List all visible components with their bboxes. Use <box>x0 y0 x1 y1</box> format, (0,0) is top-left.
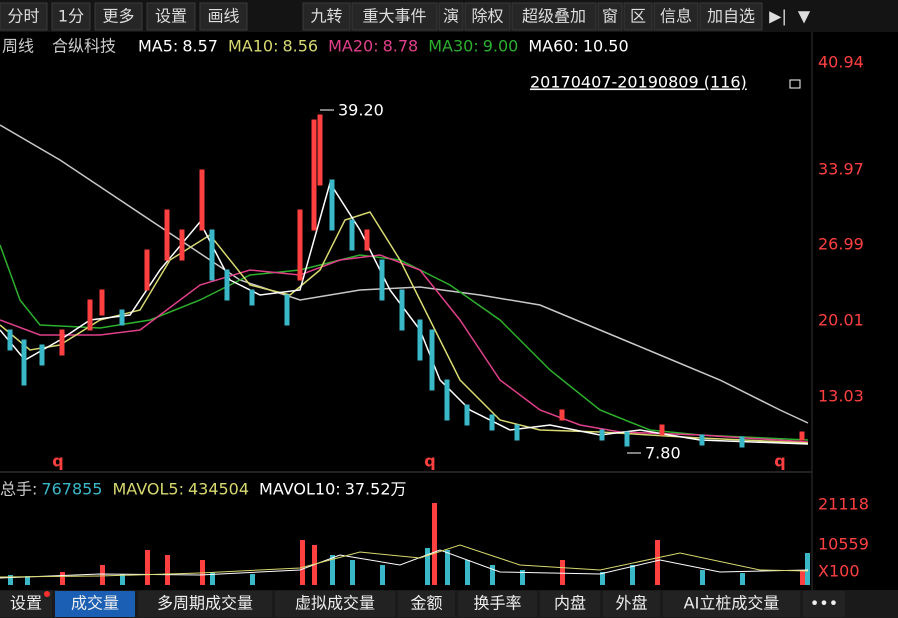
toolbar-button[interactable] <box>146 2 196 31</box>
toolbar-label: 画线 <box>207 7 239 26</box>
tab-label: ••• <box>810 594 838 613</box>
price-tick: 13.03 <box>818 387 864 406</box>
vol-label: 总手: <box>0 480 37 499</box>
lock-icon[interactable] <box>789 79 801 89</box>
tab[interactable] <box>803 591 845 617</box>
ma-label: MA60: <box>528 37 579 56</box>
toolbar-label: 设置 <box>155 7 187 26</box>
period: 周线 <box>2 37 34 56</box>
q-marker: q <box>774 452 785 471</box>
price-tick: 20.01 <box>818 311 864 330</box>
toolbar-label: 加自选 <box>707 7 755 26</box>
up-candles <box>59 114 805 441</box>
toolbar-label: 演 <box>443 7 459 26</box>
volume-tick: X100 <box>818 562 860 581</box>
tab-label: 外盘 <box>615 594 647 613</box>
toolbar-button[interactable] <box>199 2 248 31</box>
up-volume <box>60 503 805 585</box>
tab[interactable] <box>0 591 52 617</box>
toolbar-button[interactable] <box>511 2 597 31</box>
ma-label: MA30: <box>428 37 479 56</box>
toolbar-button[interactable] <box>438 2 464 31</box>
toolbar-label: 区 <box>630 7 646 26</box>
tab[interactable] <box>138 591 272 617</box>
volume-tick: 10559 <box>818 535 869 554</box>
ma-label: MA5: <box>138 37 178 56</box>
toolbar-button[interactable] <box>0 2 48 31</box>
down-candles <box>7 179 745 448</box>
tab[interactable] <box>398 591 455 617</box>
vol-value: 767855 <box>41 480 102 499</box>
tab[interactable] <box>663 591 800 617</box>
toolbar-label: 除权 <box>471 7 503 26</box>
vol-value: 434504 <box>188 480 249 499</box>
ma-value: 8.57 <box>182 37 218 56</box>
toolbar-button[interactable] <box>597 2 623 31</box>
price-tick: 40.94 <box>818 53 864 72</box>
toolbar-label: 窗 <box>602 7 618 26</box>
ma-label: MA20: <box>328 37 379 56</box>
toolbar-label: 九转 <box>310 7 342 26</box>
tab-label: 内盘 <box>554 594 586 613</box>
ma-label: MA10: <box>228 37 279 56</box>
ma-value: 8.56 <box>282 37 318 56</box>
tab-label: 多周期成交量 <box>157 594 253 613</box>
toolbar-button[interactable] <box>351 2 438 31</box>
ma-value: 10.50 <box>583 37 629 56</box>
toolbar-button[interactable] <box>302 2 351 31</box>
stock-name: 合纵科技 <box>52 37 116 56</box>
toolbar-button[interactable] <box>623 2 653 31</box>
toolbar-label: 超级叠加 <box>522 7 586 26</box>
vol-label: MAVOL5: <box>112 480 183 499</box>
toolbar-button[interactable] <box>699 2 763 31</box>
toolbar-label: 分时 <box>7 7 39 26</box>
tab-label: AI立桩成交量 <box>684 594 780 613</box>
low-label: 7.80 <box>645 444 681 463</box>
ma-value: 8.78 <box>383 37 419 56</box>
tab[interactable] <box>55 591 135 617</box>
tab[interactable] <box>603 591 660 617</box>
price-tick: 26.99 <box>818 235 864 254</box>
vol-label: MAVOL10: <box>259 480 341 499</box>
high-label: 39.20 <box>338 101 384 120</box>
price-tick: 33.97 <box>818 160 864 179</box>
toolbar-label: 1分 <box>58 7 84 26</box>
range: 20170407-20190809 (116) <box>530 73 747 92</box>
tab[interactable] <box>275 591 395 617</box>
tab[interactable] <box>540 591 600 617</box>
down-volume <box>8 548 810 585</box>
toolbar-button[interactable] <box>464 2 511 31</box>
tab-label: 设置 <box>10 594 42 613</box>
ma-value: 9.00 <box>483 37 519 56</box>
q-marker: q <box>424 452 435 471</box>
toolbar-button[interactable] <box>94 2 143 31</box>
volume-tick: 21118 <box>818 495 869 514</box>
ma-lines <box>0 124 809 445</box>
toolbar-label: 信息 <box>660 7 692 26</box>
tab-label: 虚拟成交量 <box>295 594 375 613</box>
tab-label: 换手率 <box>473 594 521 613</box>
q-marker: q <box>52 452 63 471</box>
toolbar-button[interactable] <box>653 2 699 31</box>
tab[interactable] <box>458 591 537 617</box>
toolbar-arrow[interactable]: ▶| <box>769 7 787 26</box>
tab-label: 金额 <box>410 594 442 613</box>
toolbar-more[interactable]: ▼ <box>798 7 811 26</box>
tab-label: 成交量 <box>71 594 119 613</box>
toolbar-label: 更多 <box>102 7 134 26</box>
mavol10 <box>0 544 809 578</box>
toolbar-label: 重大事件 <box>362 7 426 26</box>
vol-value: 37.52万 <box>345 480 407 499</box>
notify-dot <box>44 591 50 597</box>
toolbar-button[interactable] <box>51 2 91 31</box>
